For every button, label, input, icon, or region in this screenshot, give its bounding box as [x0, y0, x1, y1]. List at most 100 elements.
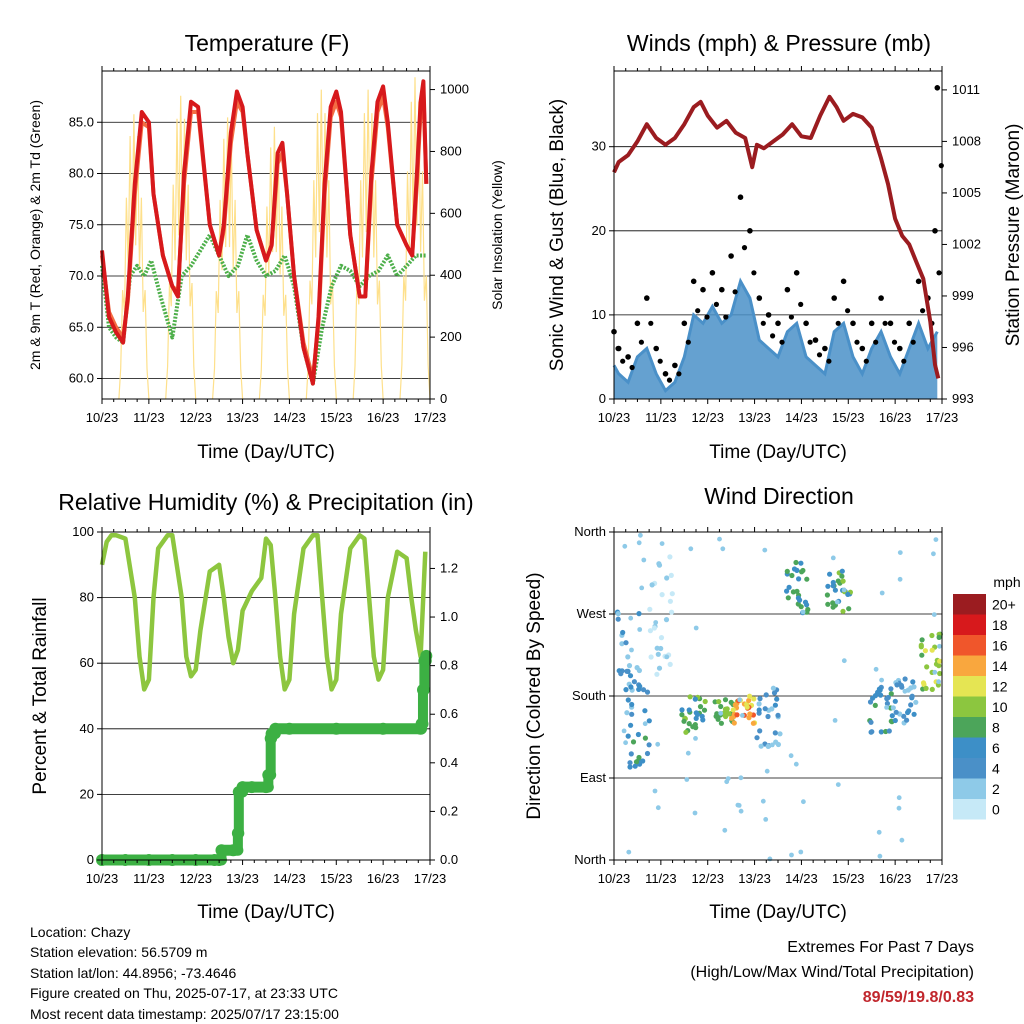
gust-point: [644, 295, 650, 301]
direction-point: [896, 795, 902, 801]
humidity-xtick-label: 13/23: [226, 871, 259, 886]
humidity-y2tick-label: 1.0: [440, 609, 458, 624]
temperature-xtick-label: 14/23: [273, 410, 306, 425]
gust-point: [868, 320, 875, 327]
gust-point: [765, 312, 772, 318]
direction-point: [897, 550, 903, 555]
winds-y2tick-label: 993: [952, 391, 974, 406]
direction-point: [841, 658, 847, 664]
temperature-y2tick-label: 600: [440, 205, 462, 220]
legend-label: 18: [992, 617, 1008, 633]
direction-point: [902, 688, 908, 694]
gust-point: [850, 320, 856, 327]
direction-point: [770, 685, 777, 691]
direction-point: [738, 775, 744, 781]
direction-point: [715, 716, 721, 722]
direction-point: [879, 590, 885, 596]
direction-point: [717, 536, 722, 542]
direction-point: [784, 568, 790, 575]
gust-point: [803, 320, 809, 327]
direction-point: [718, 720, 725, 726]
direction-point: [731, 720, 737, 726]
direction-point: [700, 717, 706, 723]
direction-point: [664, 575, 670, 581]
gust-point: [882, 320, 888, 326]
direction-point: [785, 595, 791, 601]
direction-point: [646, 718, 652, 724]
solar-insolation-line: [212, 117, 244, 400]
direction-point: [892, 717, 898, 724]
direction-point: [732, 702, 738, 708]
direction-point: [878, 729, 884, 735]
humidity-xlabel: Time (Day/UTC): [197, 902, 335, 922]
direction-point: [726, 711, 732, 717]
direction-point: [681, 718, 687, 724]
direction-point: [824, 592, 831, 598]
direction-point: [629, 711, 635, 717]
sonic-wind-line: [612, 277, 939, 393]
direction-point: [642, 708, 648, 714]
direction-point: [647, 606, 653, 612]
gust-point: [831, 295, 837, 301]
direction-point: [835, 782, 841, 787]
direction-point: [655, 741, 661, 747]
speed-legend-title: mph: [993, 574, 1020, 590]
gust-point: [891, 339, 898, 345]
direction-point: [664, 654, 670, 660]
direction-point: [801, 799, 806, 805]
direction-point: [800, 609, 806, 615]
humidity-line: [99, 533, 428, 692]
direction-point: [633, 759, 640, 765]
direction-point: [667, 554, 673, 560]
humidity-ytick-label: 0: [87, 852, 94, 867]
legend-swatch: [953, 594, 986, 615]
direction-point: [635, 731, 642, 738]
direction-point: [936, 634, 942, 641]
gust-point: [812, 337, 819, 343]
direction-point: [772, 702, 779, 708]
gust-point: [676, 371, 682, 377]
direction-point: [693, 736, 698, 741]
direction-point: [692, 810, 698, 816]
winds-xtick-label: 15/23: [832, 410, 865, 425]
direction-point: [804, 602, 810, 608]
direction-point: [648, 654, 654, 660]
direction-point: [769, 742, 775, 748]
gust-point: [863, 358, 869, 364]
direction-point: [734, 712, 740, 718]
humidity-ytick-label: 60: [80, 655, 94, 670]
direction-point: [832, 587, 839, 593]
direction-x-ticks: 10/23 11/23 12/23 13/23 14/23 15/23 16/23 17/23: [598, 527, 958, 886]
winds-y2tick-label: 1011: [952, 82, 980, 97]
figure-created: Figure created on Thu, 2025-07-17, at 23…: [30, 985, 338, 1002]
winds-x-ticks: 10/23 11/23 12/23 13/23 14/23 15/23 16/23 17/23: [598, 66, 958, 425]
solar-insolation-line: [118, 114, 150, 400]
chart-canvas: Temperature (F) 60.065.070.075.080.085.0…: [27, 30, 1024, 922]
temperature-ytick-label: 75.0: [69, 217, 94, 232]
winds-plot-frame: [613, 70, 943, 400]
legend-label: 2: [992, 781, 1000, 797]
temperature-title: Temperature (F): [185, 30, 350, 56]
direction-point: [832, 718, 838, 723]
direction-point: [637, 627, 643, 632]
direction-point: [908, 685, 914, 691]
temperature-ytick-label: 80.0: [69, 166, 94, 181]
gust-point: [788, 314, 795, 320]
direction-point: [651, 625, 658, 631]
humidity-xtick-label: 16/23: [367, 871, 400, 886]
direction-point: [722, 827, 728, 833]
humidity-ytick-label: 40: [80, 721, 94, 736]
direction-point: [918, 642, 924, 648]
speed-legend: mph 20+ 18 16 14 12 10 8 6 4 2 0: [953, 574, 1021, 820]
direction-point: [896, 805, 902, 811]
gust-point: [685, 339, 691, 345]
direction-point: [796, 576, 802, 582]
humidity-plot-frame: [101, 531, 431, 861]
temperature-xlabel: Time (Day/UTC): [197, 442, 335, 463]
temperature-y2tick-label: 400: [440, 267, 462, 282]
temperature-panel: Temperature (F) 60.0 65.0 70.0 75.0 80.0 85.0…: [27, 30, 505, 463]
direction-point: [735, 802, 741, 808]
temperature-y2label: Solar Insolation (Yellow): [489, 160, 505, 310]
gust-point: [878, 295, 884, 301]
direction-point: [835, 578, 841, 584]
